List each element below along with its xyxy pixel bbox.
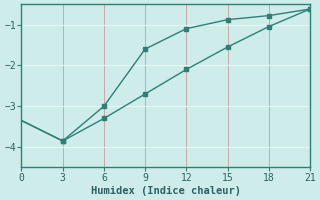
X-axis label: Humidex (Indice chaleur): Humidex (Indice chaleur) — [91, 186, 241, 196]
